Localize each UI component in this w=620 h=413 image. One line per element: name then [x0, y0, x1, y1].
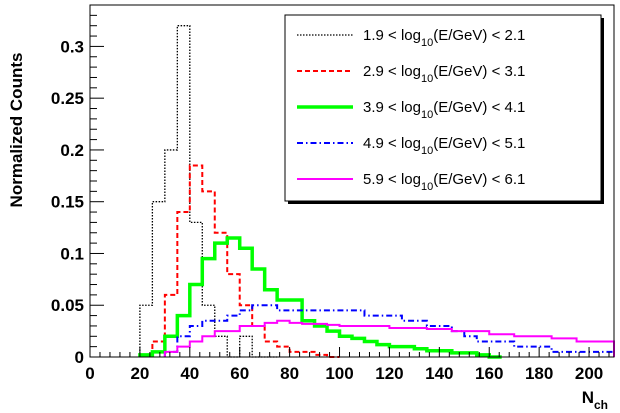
series-5-line — [163, 319, 615, 357]
x-tick-label: 140 — [425, 364, 453, 383]
legend-label-2: 2.9 < log10(E/GeV) < 3.1 — [363, 63, 525, 85]
x-axis-label: Nch — [582, 388, 608, 412]
x-tick-label: 0 — [85, 364, 94, 383]
y-tick-label: 0.1 — [60, 244, 84, 263]
y-tick-label: 0.3 — [60, 37, 84, 56]
series-layer — [138, 25, 615, 359]
x-tick-label: 100 — [325, 364, 353, 383]
x-axis-label-main: N — [582, 388, 594, 407]
series-4-line — [163, 304, 615, 357]
y-axis-label: Normalized Counts — [7, 53, 26, 208]
x-tick-label: 40 — [180, 364, 199, 383]
legend-label-5: 5.9 < log10(E/GeV) < 6.1 — [363, 171, 525, 193]
legend-label-3: 3.9 < log10(E/GeV) < 4.1 — [363, 99, 525, 121]
y-tick-label: 0.25 — [51, 89, 84, 108]
series-1-line — [139, 25, 278, 358]
y-tick-label: 0.15 — [51, 193, 84, 212]
y-tick-label: 0.05 — [51, 296, 84, 315]
x-tick-label: 80 — [280, 364, 299, 383]
y-tick-label: 0 — [75, 348, 84, 367]
y-tick-label: 0.2 — [60, 141, 84, 160]
x-tick-label: 160 — [475, 364, 503, 383]
legend-label-4: 4.9 < log10(E/GeV) < 5.1 — [363, 135, 525, 157]
x-tick-label: 120 — [375, 364, 403, 383]
legend: 1.9 < log10(E/GeV) < 2.1 2.9 < log10(E/Ge… — [284, 14, 604, 204]
x-axis-label-subscript: ch — [594, 398, 608, 412]
x-tick-label: 60 — [230, 364, 249, 383]
axes-layer: 0 20 40 60 80 100 120 140 160 180 200 0 0.05 0.1 0.15 0… — [7, 14, 610, 412]
series-3-line — [138, 236, 502, 359]
legend-label-1: 1.9 < log10(E/GeV) < 2.1 — [363, 27, 525, 49]
x-tick-label: 180 — [525, 364, 553, 383]
x-tick-label: 200 — [575, 364, 603, 383]
series-2-line — [151, 164, 340, 358]
x-tick-label: 20 — [130, 364, 149, 383]
